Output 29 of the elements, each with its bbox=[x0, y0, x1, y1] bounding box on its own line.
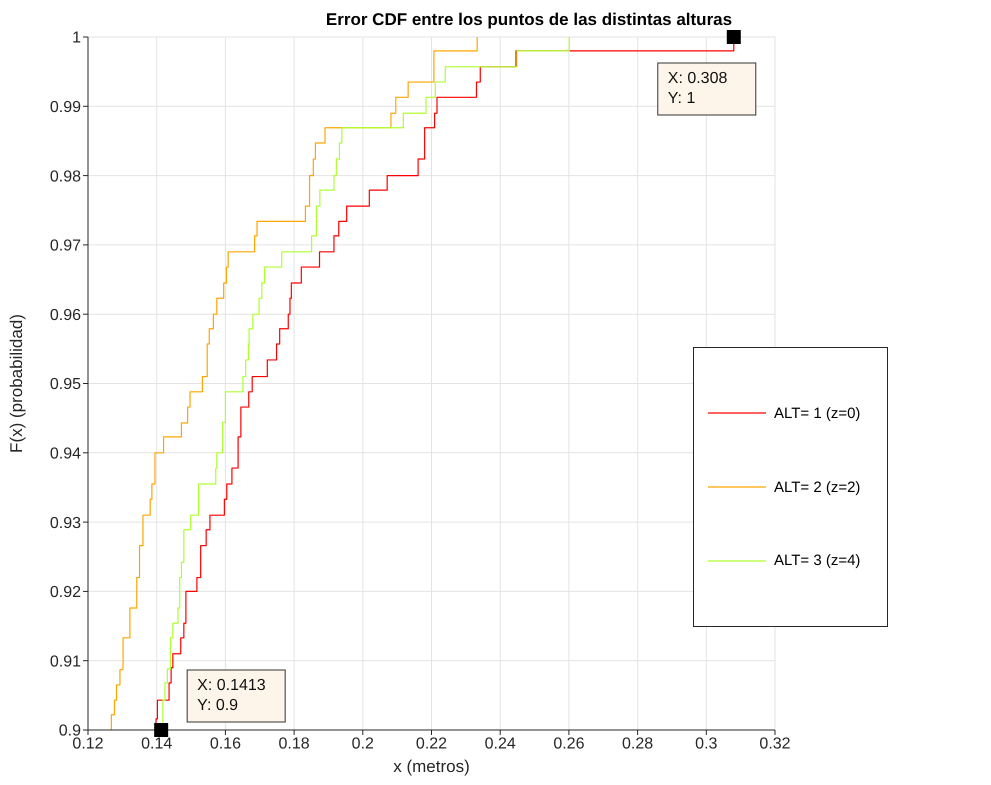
y-tick-label: 0.99 bbox=[50, 98, 82, 116]
x-tick-label: 0.26 bbox=[553, 735, 585, 752]
x-tick-label: 0.28 bbox=[622, 735, 654, 752]
x-tick-label: 0.14 bbox=[141, 735, 172, 752]
x-tick-label: 0.24 bbox=[484, 735, 516, 752]
legend-label: ALT= 3 (z=4) bbox=[774, 552, 860, 570]
x-tick-label: 0.2 bbox=[352, 735, 374, 752]
y-tick-label: 0.95 bbox=[50, 376, 82, 394]
chart-title: Error CDF entre los puntos de las distintas alturas bbox=[324, 10, 734, 30]
x-axis-title: x (metros) bbox=[393, 757, 470, 776]
y-tick-label: 0.97 bbox=[50, 238, 82, 255]
annotation: X: 0.308 Y: 1 bbox=[668, 70, 728, 107]
x-tick-label: 0.22 bbox=[416, 735, 448, 752]
y-tick-label: 0.96 bbox=[50, 306, 82, 324]
y-tick-label: 0.98 bbox=[50, 168, 82, 186]
x-tick-label: 0.16 bbox=[210, 735, 242, 752]
y-tick-label: 0.94 bbox=[50, 445, 82, 462]
y-axis-title: F(x) (probabilidad) bbox=[7, 314, 26, 453]
x-tick-label: 0.3 bbox=[695, 735, 718, 752]
x-tick-label: 0.32 bbox=[759, 735, 791, 752]
x-tick-label: 0.18 bbox=[278, 735, 310, 752]
legend-label: ALT= 2 (z=2) bbox=[774, 478, 860, 496]
y-tick-label: 0.91 bbox=[50, 653, 82, 670]
y-tick-label: 0.92 bbox=[50, 584, 82, 602]
annotation: X: 0.1413 Y: 0.9 bbox=[197, 677, 266, 714]
x-tick-label: 0.12 bbox=[72, 735, 104, 752]
y-tick-label: 1 bbox=[72, 30, 82, 47]
legend-label: ALT= 1 (z=0) bbox=[774, 404, 860, 422]
y-tick-label: 0.93 bbox=[50, 514, 82, 532]
